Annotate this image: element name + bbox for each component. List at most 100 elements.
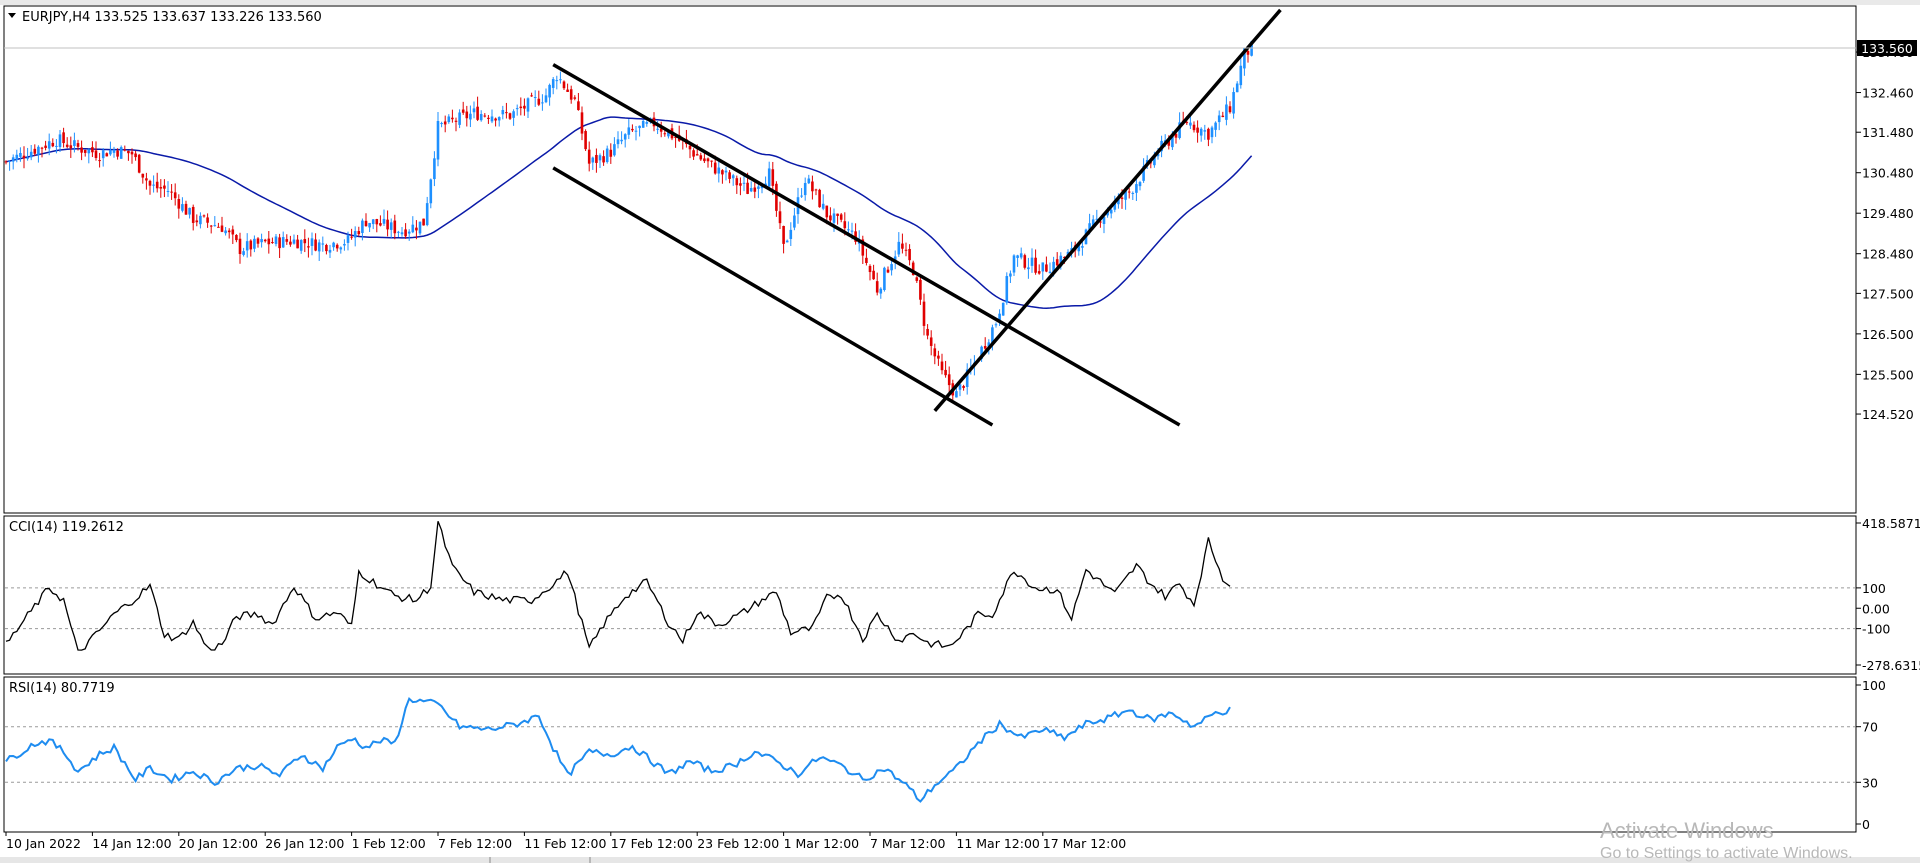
time-tick-label: 10 Jan 2022: [6, 836, 81, 851]
candle-body: [163, 185, 166, 189]
candle-body: [1027, 267, 1030, 270]
trendline[interactable]: [933, 8, 1282, 412]
candle-body: [346, 235, 350, 243]
candle-body: [325, 244, 328, 252]
candle-body: [785, 240, 789, 243]
candle-body: [742, 182, 746, 184]
candle-body: [461, 109, 465, 113]
candle-body: [1153, 155, 1156, 166]
candle-body: [757, 186, 760, 189]
candle-body: [735, 178, 739, 186]
candle-body: [1235, 83, 1239, 93]
dropdown-triangle-icon[interactable]: [8, 13, 16, 18]
candle-body: [253, 238, 256, 249]
candle-body: [559, 79, 562, 81]
candle-body: [829, 215, 832, 221]
candle-body: [1171, 136, 1174, 148]
candle-body: [1088, 223, 1091, 231]
candle-body: [245, 241, 249, 251]
candle-body: [620, 139, 623, 142]
candle-body: [584, 131, 587, 150]
candle-body: [1113, 201, 1117, 210]
candle-body: [62, 132, 65, 144]
candle-body: [404, 229, 407, 237]
time-tick-label: 17 Feb 12:00: [611, 836, 693, 851]
candle-body: [494, 118, 497, 121]
candle-body: [746, 182, 749, 194]
candle-body: [753, 187, 757, 192]
candle-body: [8, 160, 11, 162]
candle-body: [101, 150, 105, 159]
candle-body: [11, 157, 15, 162]
time-tick-label: 11 Feb 12:00: [524, 836, 606, 851]
candle-body: [487, 117, 490, 119]
candle-body: [1207, 128, 1210, 140]
candle-body: [908, 248, 911, 261]
candle-body: [879, 288, 883, 294]
candle-body: [1243, 48, 1246, 69]
candle-body: [1012, 255, 1016, 273]
candle-body: [425, 203, 429, 226]
candle-body: [1196, 127, 1199, 133]
candle-body: [33, 148, 37, 154]
candle-body: [598, 155, 602, 161]
candle-body: [843, 221, 847, 229]
time-axis: 10 Jan 2022 14 Jan 12:00 20 Jan 12:00 26 Ja…: [5, 832, 1126, 851]
candle-body: [775, 183, 778, 211]
candle-body: [44, 145, 47, 148]
candle-body: [91, 147, 94, 153]
trendline[interactable]: [552, 166, 994, 427]
candle-body: [159, 187, 163, 189]
candle-body: [818, 189, 821, 208]
cci-panel[interactable]: [3, 515, 1857, 675]
candle-body: [1048, 271, 1052, 274]
candle-body: [782, 225, 785, 244]
candle-body: [613, 144, 616, 156]
candle-body: [1009, 273, 1012, 277]
candle-body: [112, 149, 116, 153]
watermark-title: Activate Windows: [1600, 818, 1774, 843]
candle-body: [195, 220, 199, 223]
ma-line: [5, 116, 1253, 309]
candle-body: [940, 361, 944, 371]
candle-body: [292, 239, 296, 244]
candle-body: [217, 226, 220, 228]
candle-body: [587, 149, 591, 164]
candle-body: [386, 219, 389, 230]
candle-body: [915, 277, 919, 281]
candle-body: [537, 98, 541, 105]
time-tick-label: 23 Feb 12:00: [697, 836, 779, 851]
candle-body: [155, 181, 159, 189]
candle-body: [1246, 50, 1250, 55]
price-badge-bg: [1857, 40, 1917, 56]
candle-body: [573, 97, 577, 99]
candle-body: [692, 150, 695, 157]
candle-body: [339, 247, 343, 250]
time-tick-label: 20 Jan 12:00: [179, 836, 258, 851]
cci-levels: [5, 587, 1855, 630]
candle-body: [130, 151, 134, 155]
candle-body: [807, 178, 811, 184]
candle-body: [263, 239, 267, 242]
rsi-panel[interactable]: [3, 676, 1857, 833]
price-panel[interactable]: [3, 5, 1857, 514]
candle-body: [836, 213, 839, 216]
candle-body: [1095, 218, 1099, 220]
candle-body: [116, 150, 119, 157]
candle-body: [875, 281, 879, 293]
trendlines[interactable]: [552, 8, 1282, 427]
trendline[interactable]: [552, 63, 1181, 427]
candle-body: [469, 113, 472, 120]
candle-body: [429, 179, 433, 204]
candle-body: [127, 150, 130, 154]
candle-body: [602, 156, 605, 163]
candle-body: [663, 133, 667, 135]
candle-body: [530, 95, 533, 97]
candle-body: [357, 231, 361, 235]
candle-body: [1174, 133, 1178, 138]
candle-body: [998, 313, 1001, 323]
candle-body: [541, 102, 544, 104]
symbol-info: EURJPY,H4 133.525 133.637 133.226 133.56…: [22, 10, 322, 25]
candle-body: [1192, 124, 1196, 131]
candle-body: [22, 155, 26, 159]
